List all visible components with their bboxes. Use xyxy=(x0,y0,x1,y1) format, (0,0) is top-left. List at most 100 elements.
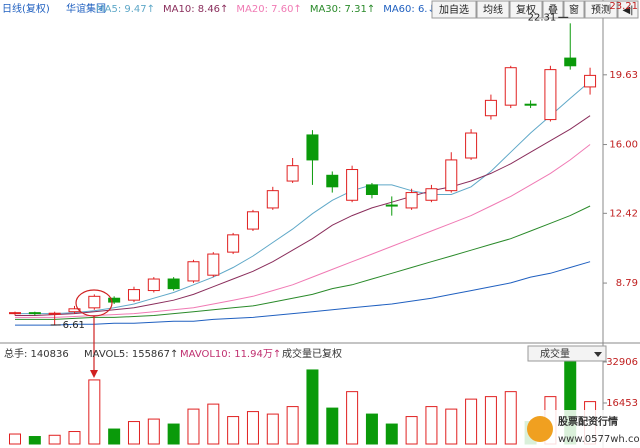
y-tick-label: 19.63 xyxy=(609,70,638,81)
watermark-logo xyxy=(527,416,553,442)
legend: MA5: 9.47↑ MA10: 8.46↑ MA20: 7.60↑ MA30: 7.… xyxy=(96,4,436,15)
volume-bar xyxy=(246,411,259,445)
watermark-url: www.0577wh.com xyxy=(558,434,640,445)
candle-body xyxy=(306,134,319,161)
watermark-title: 股票配资行情 xyxy=(558,415,618,428)
volume-bar xyxy=(167,423,180,445)
candle-body xyxy=(584,74,597,88)
toolbar-button-label: 加自选 xyxy=(439,3,469,16)
volume-bar xyxy=(425,406,438,445)
toolbar-button-label: 预测 xyxy=(591,3,611,16)
volume-bar xyxy=(484,396,497,445)
volume-bar xyxy=(286,406,299,445)
candle-body xyxy=(48,312,61,315)
y-tick-label: 12.42 xyxy=(609,208,638,219)
volume-bar xyxy=(445,408,458,445)
period: 日线(复权) xyxy=(2,2,50,15)
candle-body xyxy=(544,69,557,121)
candle-body xyxy=(445,159,458,192)
mavol10: MAVOL10: 11.94万↑ xyxy=(180,349,281,360)
toolbar-button-label: 叠 xyxy=(548,4,558,16)
y-tick-label: 16.00 xyxy=(609,140,638,151)
toolbar-button-label: 复权 xyxy=(516,3,536,16)
candle-body xyxy=(504,67,517,106)
candle-body xyxy=(286,165,299,182)
candle-body xyxy=(227,234,240,253)
arrow-head xyxy=(90,370,98,378)
legend-entry: MA5: 9.47↑ xyxy=(96,4,155,15)
volume-bar xyxy=(207,403,220,445)
volume-bar xyxy=(147,418,160,445)
candle-body xyxy=(266,190,279,209)
volume-bar xyxy=(9,433,21,445)
volume-tick-label: 32906 xyxy=(606,357,638,368)
volume-note: 成交量已复权 xyxy=(282,347,342,360)
candle-body xyxy=(108,297,121,303)
volume-tick-label: 16453 xyxy=(606,398,638,409)
mavol5: MAVOL5: 155867↑ xyxy=(84,349,178,360)
dropdown-icon xyxy=(594,352,602,357)
toolbar-button-label: ◀| xyxy=(622,5,633,16)
candle-body xyxy=(28,312,41,315)
candle-body xyxy=(365,184,378,195)
volume-selector-label: 成交量 xyxy=(540,347,570,360)
high-label: 22.31 xyxy=(528,12,557,23)
volume-bar xyxy=(68,431,81,445)
toolbar-button[interactable] xyxy=(431,0,477,19)
toolbar-button[interactable] xyxy=(542,0,564,19)
low-label: 6.61 xyxy=(63,320,85,331)
volume-bar xyxy=(385,423,398,445)
toolbar-button[interactable] xyxy=(617,0,639,19)
volume-bar xyxy=(504,391,517,445)
volume-bar xyxy=(405,416,418,445)
candle-body xyxy=(9,312,21,315)
legend-entry: MA10: 8.46↑ xyxy=(163,4,228,15)
candle-body xyxy=(484,99,497,117)
y-tick-label: 23.21 xyxy=(609,1,638,12)
toolbar-button[interactable] xyxy=(509,0,543,19)
ma-line xyxy=(15,115,591,316)
legend-entry: MA60: 6.↓ xyxy=(383,4,436,15)
volume-bar xyxy=(88,379,101,445)
volume-bar xyxy=(187,408,200,445)
volume-bar xyxy=(326,407,339,445)
volume-bar xyxy=(127,421,140,445)
toolbar-button-label: 均线 xyxy=(483,3,503,16)
candle-body xyxy=(246,211,259,230)
ma-line xyxy=(15,261,591,326)
candle-body xyxy=(167,278,180,290)
volume-total: 总手: 140836 xyxy=(4,347,69,360)
toolbar: 加自选 均线 复权叠窗预测 ◀| xyxy=(431,0,639,19)
candle-body xyxy=(187,261,200,282)
stock-name: 华谊集团 xyxy=(66,2,106,15)
ma-line xyxy=(15,144,591,318)
volume-bar xyxy=(465,398,478,445)
candle-body xyxy=(385,204,398,207)
toolbar-button[interactable] xyxy=(476,0,510,19)
volume-bar xyxy=(28,436,41,445)
candle-body xyxy=(405,192,418,209)
volume-bar xyxy=(365,413,378,445)
legend-entry: MA20: 7.60↑ xyxy=(236,4,301,15)
y-tick-label: 8.79 xyxy=(616,278,638,289)
volume-selector[interactable] xyxy=(527,345,607,362)
candle-body xyxy=(524,103,537,106)
toolbar-button[interactable] xyxy=(563,0,585,19)
volume-bar xyxy=(266,413,279,445)
toolbar-button-label: 窗 xyxy=(569,3,579,16)
candle-body xyxy=(88,295,101,309)
toolbar-button[interactable] xyxy=(584,0,618,19)
candle-body xyxy=(564,57,577,67)
volume-bar xyxy=(306,369,319,445)
volume-bar xyxy=(108,428,121,445)
candle-body xyxy=(346,169,359,201)
legend-entry: MA30: 7.31↑ xyxy=(310,4,375,15)
candle-body xyxy=(127,289,140,301)
candle-body xyxy=(425,188,438,201)
ma-line xyxy=(15,205,591,320)
candle-body xyxy=(68,308,81,313)
volume-bar xyxy=(227,416,240,445)
volume-bar xyxy=(48,434,61,445)
